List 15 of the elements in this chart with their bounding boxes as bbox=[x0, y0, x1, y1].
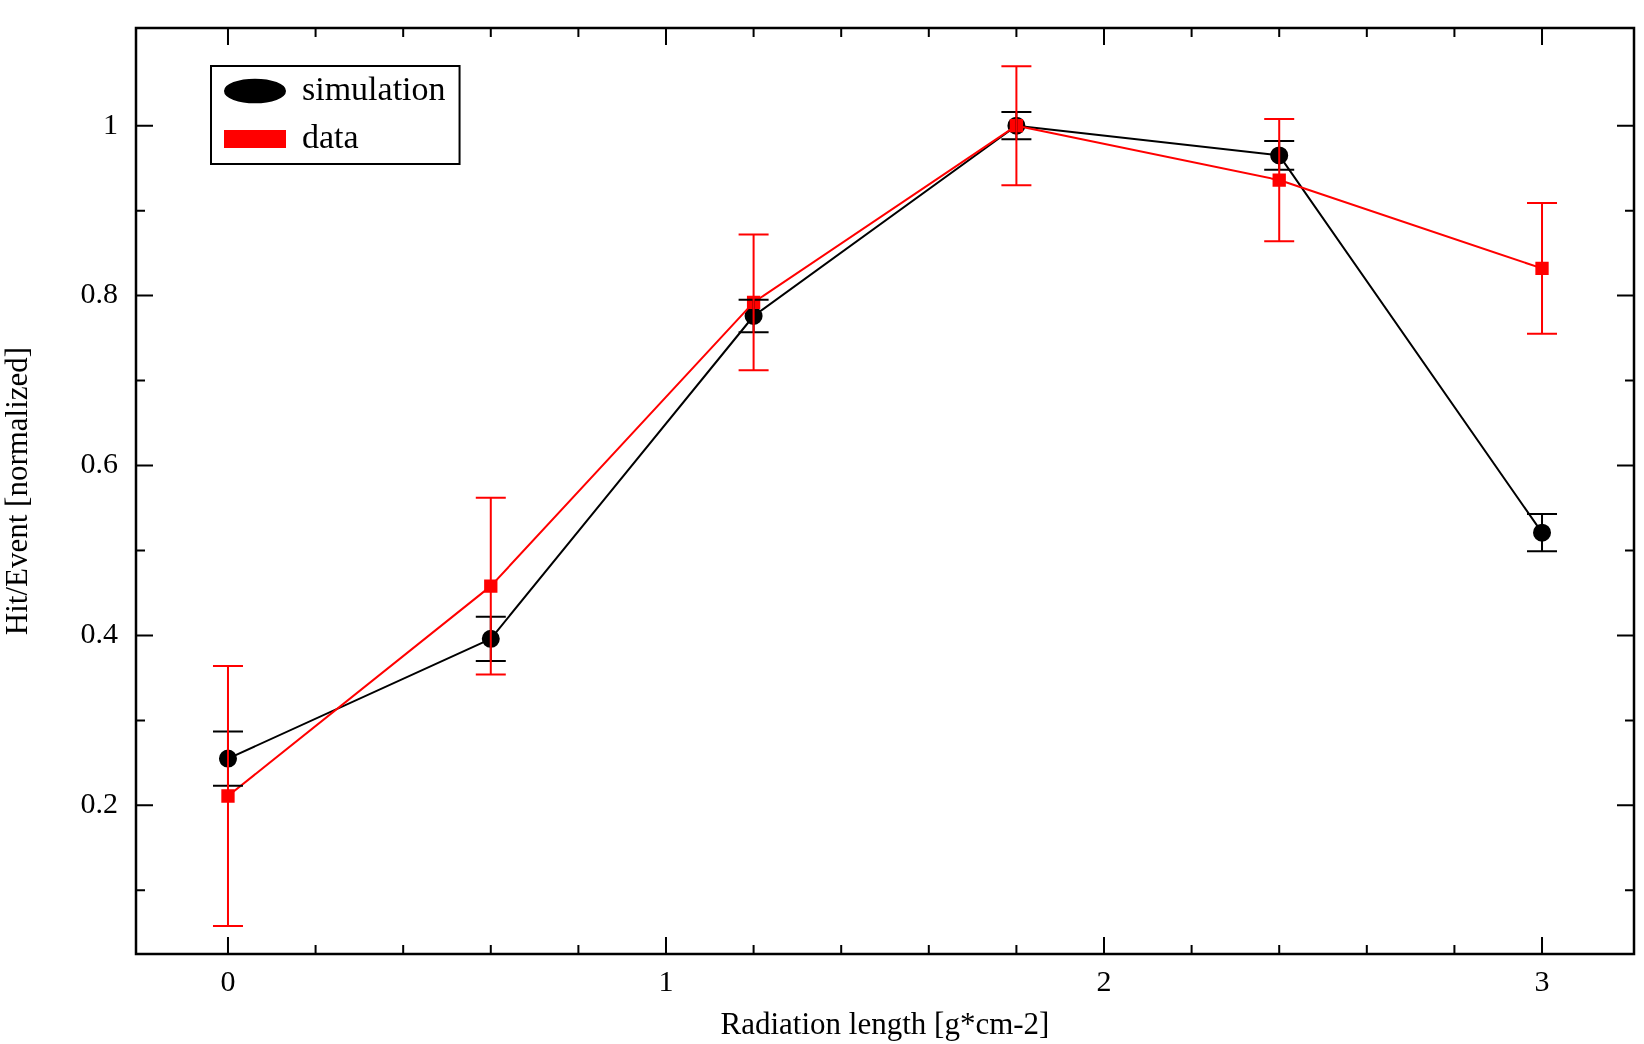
y-tick-label: 0.6 bbox=[80, 446, 118, 480]
x-tick-label: 1 bbox=[658, 963, 674, 997]
y-tick-label: 1 bbox=[103, 106, 118, 140]
point bbox=[221, 789, 235, 803]
legend-label: simulation bbox=[302, 69, 446, 107]
legend-label: data bbox=[302, 117, 359, 155]
point bbox=[1535, 261, 1549, 276]
y-tick-label: 0.2 bbox=[80, 786, 118, 820]
y-tick-label: 0.4 bbox=[80, 616, 118, 650]
x-tick-label: 3 bbox=[1534, 963, 1550, 997]
y-axis-title: Hit/Event [normalized] bbox=[0, 346, 34, 636]
y-tick-label: 0.8 bbox=[80, 276, 118, 310]
x-tick-label: 2 bbox=[1096, 963, 1112, 997]
x-tick-label: 0 bbox=[220, 963, 236, 997]
x-axis-title: Radiation length [g*cm-2] bbox=[720, 1005, 1050, 1041]
